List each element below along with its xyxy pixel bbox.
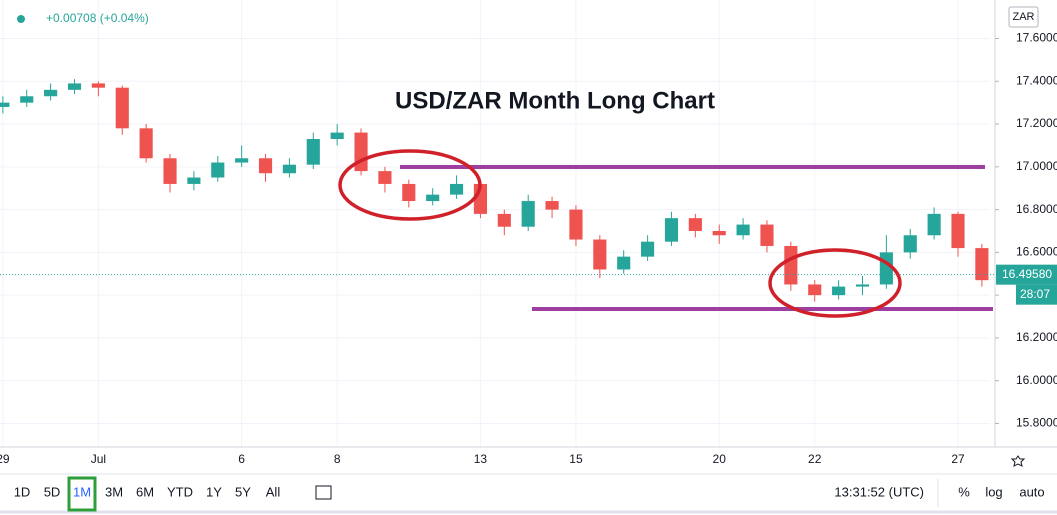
last-price-tag: [996, 264, 1057, 285]
candle-body: [545, 201, 559, 210]
range-button[interactable]: YTD: [167, 484, 193, 499]
candle-body: [497, 213, 511, 227]
y-tick-label: 15.80000: [1016, 416, 1057, 430]
currency-label[interactable]: ZAR: [1013, 11, 1035, 23]
scale-option[interactable]: log: [985, 484, 1002, 499]
candle-body: [664, 218, 679, 242]
candle-body: [426, 194, 440, 202]
candle-body: [449, 183, 464, 195]
y-tick-label: 17.60000: [1016, 31, 1057, 45]
status-dot: [17, 15, 25, 23]
candle-body: [139, 128, 153, 159]
y-tick-label: 17.20000: [1016, 116, 1057, 130]
x-tick-label: 29: [0, 452, 10, 466]
scale-option[interactable]: %: [958, 484, 970, 499]
candle-body: [402, 183, 416, 202]
candle-body: [115, 87, 129, 129]
candle-body: [282, 164, 296, 174]
countdown-label: 28:07: [1020, 287, 1050, 301]
candle-body: [593, 239, 607, 270]
candle-body: [832, 286, 846, 296]
chart-title: USD/ZAR Month Long Chart: [395, 87, 715, 114]
range-button[interactable]: 1Y: [206, 484, 222, 499]
candle-body: [378, 171, 392, 184]
y-tick-label: 17.00000: [1016, 159, 1057, 173]
candle-body: [354, 132, 368, 172]
candle-body: [0, 102, 10, 107]
candle-body: [975, 248, 989, 281]
candle-body: [855, 284, 870, 287]
x-tick-label: 22: [808, 452, 822, 466]
x-tick-label: 15: [569, 452, 583, 466]
candle-body: [688, 218, 702, 231]
countdown-tag: [1016, 284, 1057, 305]
candle-body: [306, 139, 320, 165]
candle-body: [784, 245, 798, 285]
candle-body: [951, 213, 965, 249]
range-button[interactable]: 1M: [73, 484, 91, 499]
candle-body: [927, 213, 941, 236]
range-button[interactable]: All: [266, 484, 281, 499]
candle-body: [258, 158, 273, 174]
y-tick-label: 17.40000: [1016, 73, 1057, 87]
x-tick-label: 6: [238, 452, 245, 466]
candle-body: [879, 252, 893, 285]
range-button[interactable]: 5Y: [235, 484, 251, 499]
y-tick-label: 16.00000: [1016, 373, 1057, 387]
x-tick-label: 8: [334, 452, 341, 466]
range-button[interactable]: 6M: [136, 484, 154, 499]
x-tick-label: Jul: [91, 452, 106, 466]
candle-body: [521, 201, 535, 227]
highlight-ellipse: [768, 248, 902, 318]
x-tick-label: 20: [713, 452, 727, 466]
candle-body: [617, 256, 631, 270]
candle-body: [736, 224, 750, 236]
candle-body: [44, 89, 58, 97]
y-tick-label: 16.20000: [1016, 330, 1057, 344]
range-button[interactable]: 3M: [105, 484, 123, 499]
x-tick-label: 13: [474, 452, 488, 466]
candle-body: [187, 177, 201, 184]
candle-body: [808, 284, 822, 296]
currency-box[interactable]: [1008, 6, 1039, 28]
compare-icon[interactable]: [315, 485, 332, 500]
candle-body: [641, 241, 655, 257]
time-label: 13:31:52 (UTC): [834, 484, 924, 499]
highlight-ellipse: [338, 149, 482, 221]
candle-body: [163, 158, 177, 184]
y-tick-label: 16.60000: [1016, 245, 1057, 259]
candle-body: [330, 132, 344, 140]
settings-icon[interactable]: [1010, 455, 1026, 467]
candle-body: [235, 158, 249, 163]
last-price-label: 16.49580: [1002, 267, 1052, 281]
candle-body: [760, 224, 774, 246]
candle-body: [67, 83, 82, 90]
candle-body: [712, 230, 726, 236]
change-label: +0.00708 (+0.04%): [46, 11, 149, 25]
candle-body: [903, 235, 917, 253]
scale-option[interactable]: auto: [1019, 484, 1044, 499]
candle-body: [569, 209, 583, 240]
range-button[interactable]: 5D: [44, 484, 61, 499]
candle-body: [91, 83, 105, 88]
x-tick-label: 27: [951, 452, 965, 466]
candle-body: [20, 96, 34, 103]
y-tick-label: 16.80000: [1016, 202, 1057, 216]
range-button[interactable]: 1D: [14, 484, 31, 499]
candle-body: [211, 162, 225, 178]
range-selected-box[interactable]: [67, 476, 97, 512]
